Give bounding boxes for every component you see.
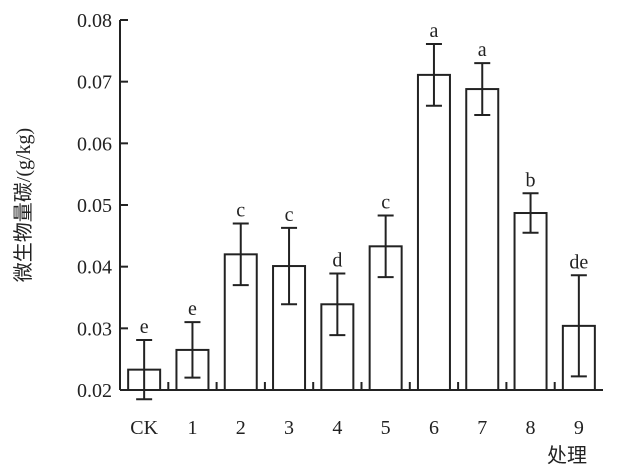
y-tick-label: 0.02 — [77, 380, 112, 402]
significance-label: a — [478, 39, 487, 61]
x-ticks: CK 1 2 3 4 5 6 7 8 9 — [130, 382, 584, 439]
y-tick-label: 0.07 — [77, 72, 112, 94]
x-tick-label: 3 — [284, 417, 294, 439]
significance-label: c — [285, 204, 294, 226]
significance-label: de — [569, 251, 588, 273]
y-tick-label: 0.04 — [77, 257, 112, 279]
y-ticks: 0.02 0.03 0.04 0.05 0.06 0.07 0.08 — [77, 10, 128, 402]
y-tick-label: 0.03 — [77, 318, 112, 340]
significance-label: c — [381, 191, 390, 213]
x-tick-label: 9 — [574, 417, 584, 439]
significance-letters: e e c c d c a a b de — [140, 20, 589, 338]
x-tick-label: 6 — [429, 417, 439, 439]
x-tick-label: CK — [130, 417, 158, 439]
error-bars — [136, 43, 587, 401]
bar-6 — [416, 73, 451, 391]
x-tick-label: 5 — [381, 417, 391, 439]
bar-7 — [465, 88, 500, 391]
significance-label: c — [236, 200, 245, 222]
y-tick-label: 0.08 — [77, 10, 112, 32]
x-tick-label: 7 — [477, 417, 487, 439]
x-tick-label: 4 — [332, 417, 342, 439]
x-axis-label: 处理 — [547, 444, 587, 467]
y-axis-label: 微生物量碳/(g/kg) — [12, 128, 35, 282]
y-tick-label: 0.05 — [77, 195, 112, 217]
x-tick-label: 8 — [526, 417, 536, 439]
significance-label: e — [188, 298, 197, 320]
bar-8 — [513, 212, 548, 391]
x-tick-label: 2 — [236, 417, 246, 439]
y-tick-label: 0.06 — [77, 133, 112, 155]
significance-label: e — [140, 316, 149, 338]
significance-label: b — [526, 169, 536, 191]
x-tick-label: 1 — [187, 417, 197, 439]
significance-label: d — [332, 249, 342, 271]
significance-label: a — [430, 20, 439, 42]
